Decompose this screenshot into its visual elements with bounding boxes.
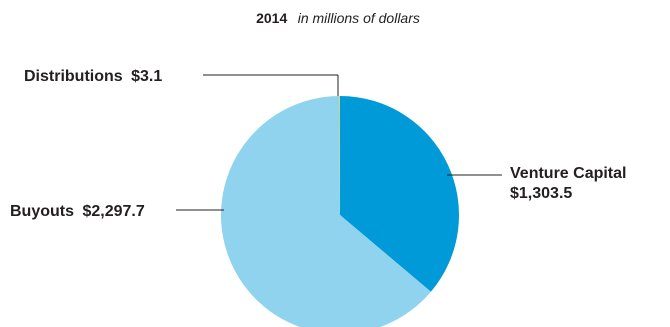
pie-slice-distributions bbox=[339, 95, 340, 215]
label-buyouts-name: Buyouts bbox=[10, 203, 74, 220]
chart-title: 2014 in millions of dollars bbox=[256, 10, 420, 27]
chart-subtitle: in millions of dollars bbox=[298, 10, 420, 26]
label-venture-capital-value: $1,303.5 bbox=[510, 185, 572, 202]
pie-slices bbox=[221, 95, 460, 327]
label-buyouts: Buyouts $2,297.7 bbox=[10, 203, 145, 220]
label-distributions-value: $3.1 bbox=[131, 68, 162, 85]
label-distributions: Distributions $3.1 bbox=[24, 68, 162, 85]
pie-slice-buyouts bbox=[221, 96, 431, 327]
label-buyouts-value: $2,297.7 bbox=[82, 203, 144, 220]
pie-slice-venture-capital bbox=[340, 96, 460, 292]
chart-title-year: 2014 bbox=[256, 10, 287, 26]
label-distributions-name: Distributions bbox=[24, 68, 123, 85]
label-venture-capital-name: Venture Capital bbox=[510, 165, 626, 182]
